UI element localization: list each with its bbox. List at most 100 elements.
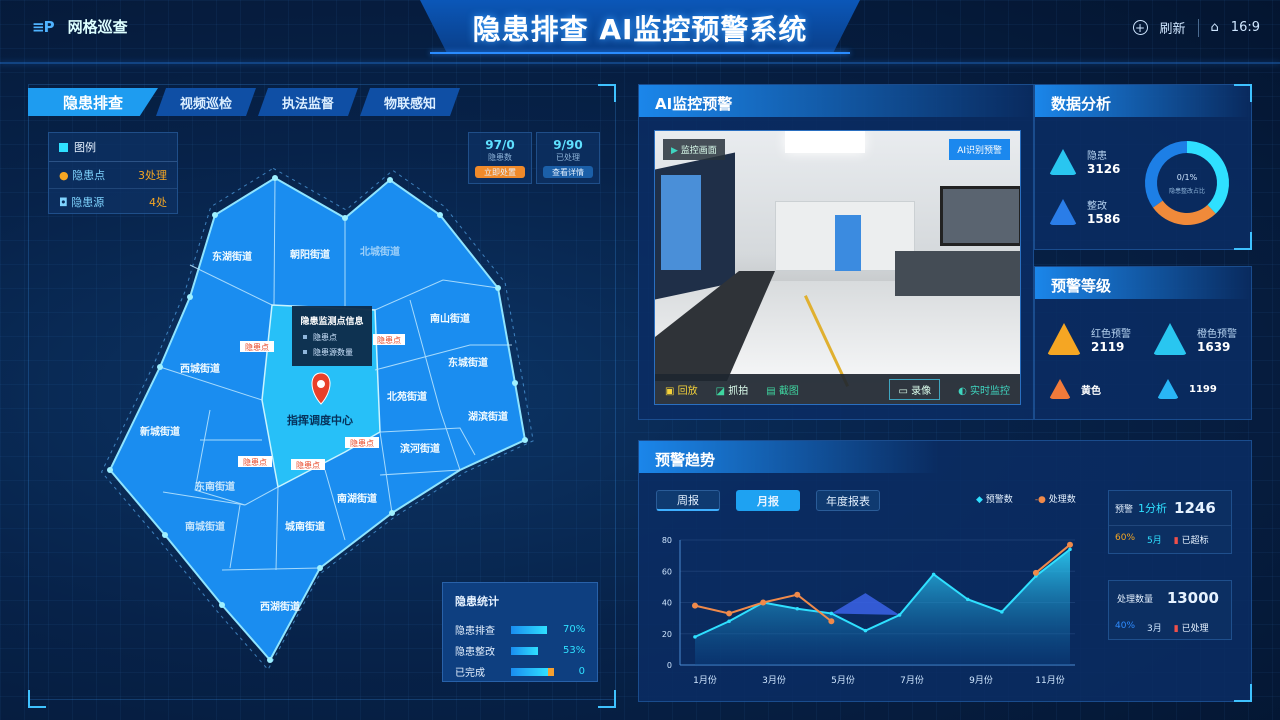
x-tick-label: 11月份 [1035,674,1064,686]
snapshot-button[interactable]: ◪ 抓拍 [715,385,749,397]
region-label: 东湖街道 [212,250,252,263]
data-point[interactable] [1068,547,1072,552]
progress-bar [511,646,555,655]
data-analysis-title: 数据分析 [1035,85,1251,117]
record-button[interactable]: ▭ 录像 [889,378,941,400]
mini-card-sub: 隐患数 [488,153,512,162]
y-tick-label: 80 [662,536,672,545]
data-point[interactable] [693,635,697,639]
details-button[interactable]: 查看详情 [543,166,593,178]
region-label: 东南街道 [195,480,235,493]
stat-label: 已完成 [455,668,485,679]
data-point[interactable] [828,618,835,625]
stat-label: 隐患排查 [455,626,495,637]
hazard-badge[interactable] [345,437,379,448]
map-pin-icon[interactable] [311,372,331,405]
data-point[interactable] [1000,610,1004,614]
region-label: 南湖街道 [337,492,377,505]
region-label: 滨河街道 [400,442,440,455]
district-map: 东湖街道 朝阳街道 北城街道 南山街道 西城街道 北苑街道 湖滨街道 新城街道 … [100,167,534,671]
data-point[interactable] [727,619,731,624]
aspect-ratio[interactable]: 16:9 [1230,20,1260,35]
tab-video[interactable]: 视频巡检 [156,88,256,116]
corner-deco [1234,84,1252,102]
data-point[interactable] [692,602,698,609]
donut-segment [1153,200,1216,225]
header-banner [420,0,860,52]
logo: ≡P 网格巡查 [32,16,128,37]
data-point[interactable] [829,611,834,616]
warning-trend-title: 预警趋势 [639,441,939,473]
monthly-button[interactable]: 月报 [736,490,800,511]
warning-item: 橙色预警 1639 [1153,323,1237,355]
warning-level-title: 预警等级 [1035,267,1251,299]
y-tick-label: 20 [662,630,672,639]
dispose-button[interactable]: 立即处置 [475,166,525,178]
diamond-icon: ◆ [976,495,983,505]
legend-label: 隐患源 [71,196,105,209]
weekly-button[interactable]: 周报 [656,490,720,511]
hazard-stat-row: 已完成 0 [455,661,585,682]
y-tick-label: 60 [662,567,672,576]
legend-item[interactable]: ◘ 隐患源 4处 [49,189,177,215]
divider [1197,18,1199,37]
data-point[interactable] [863,628,868,633]
data-point[interactable] [1032,569,1039,576]
region-label: 东城街道 [448,356,488,369]
side-stat-value: 13000 [1166,589,1219,607]
data-point[interactable] [726,610,733,617]
display-icon[interactable]: ⌂ [1210,20,1219,35]
hazard-badge-label: 隐患点 [296,460,320,470]
data-point[interactable] [965,597,970,602]
camera-toolbar: ▣ 回放 ◪ 抓拍 ▤ 截图 ▭ 录像 ◐ 实时监控 [655,374,1020,404]
tab-enforcement[interactable]: 执法监督 [258,88,358,116]
refresh-button[interactable]: 刷新 [1159,22,1186,37]
hazard-badge[interactable] [238,456,272,467]
popup-row: 隐患源数量 [313,347,353,357]
corner-deco [1234,684,1252,702]
region-label: 西湖街道 [260,600,300,613]
triangle-alert-icon [1157,379,1179,399]
data-point[interactable] [794,591,801,598]
tab-iot[interactable]: 物联感知 [360,88,460,116]
hazard-badge[interactable] [373,334,405,345]
hazard-stat-row: 隐患整改 53% [455,640,585,661]
hazard-badge-label: 隐患点 [350,438,374,448]
side-stat-card: 处理数量 13000 40% 3月 ▮ 已处理 [1108,580,1232,640]
legend-title: 图例 [74,141,96,154]
yearly-button[interactable]: 年度报表 [816,490,880,511]
ai-alert-badge[interactable]: AI识别预警 [949,139,1010,160]
stat-value: 70% [563,624,586,635]
hazard-badge[interactable] [240,341,274,352]
plus-circle-icon[interactable]: + [1132,20,1148,35]
y-tick-label: 0 [667,661,672,670]
corner-deco [28,690,46,708]
data-point[interactable] [795,606,800,611]
screenshot-button[interactable]: ▤ 截图 [766,385,799,397]
hazard-badge[interactable] [291,459,325,470]
y-tick-label: 40 [662,599,672,608]
legend-item[interactable]: ● 隐患点 3处理 [49,162,177,189]
progress-bar [511,625,555,634]
corner-deco [1234,232,1252,250]
donut-segment [1145,141,1188,208]
legend-value: 3处理 [138,169,167,182]
highlight-area [831,593,900,615]
hazard-stats-card: 隐患统计 隐患排查 70% 隐患整改 53% 已完成 0 [442,582,598,682]
playback-button[interactable]: ▣ 回放 [665,385,698,397]
triangle-alert-icon [1049,379,1071,399]
data-point[interactable] [931,572,936,577]
page-title: 隐患排查 AI监控预警系统 [472,13,808,46]
camera-feed[interactable]: ▶ 监控画面 AI识别预警 ▣ 回放 ◪ 抓拍 ▤ 截图 ▭ 录像 ◐ 实时监控 [654,130,1021,405]
tab-hidden-danger[interactable]: 隐患排查 [28,88,158,116]
flag-icon: ▮ [1173,624,1179,634]
region-label: 城南街道 [285,520,325,533]
live-button[interactable]: ◐ 实时监控 [958,385,1010,397]
data-point[interactable] [897,613,902,617]
stat-item: 隐患 3126 [1049,147,1120,176]
data-point[interactable] [1067,541,1073,548]
data-point[interactable] [760,599,767,606]
hazard-badge-label: 隐患点 [245,342,269,352]
warning-dot-icon: ● [59,169,69,182]
x-tick-label: 9月份 [969,674,993,686]
